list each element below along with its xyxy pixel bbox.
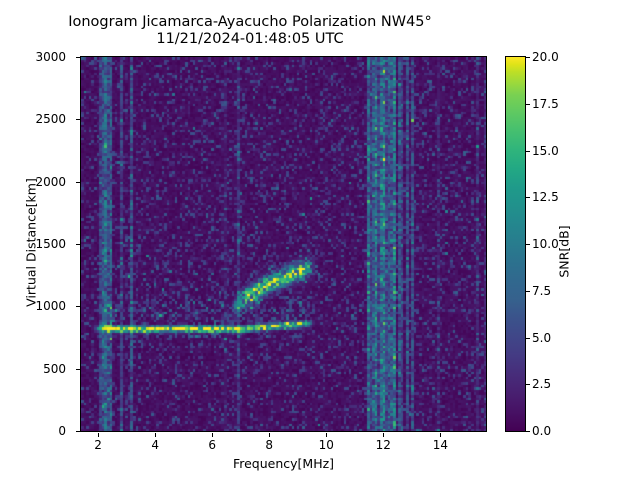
x-axis-label: Frequency[MHz] [232, 456, 335, 471]
x-tick [440, 433, 442, 437]
y-tick-label: 0 [58, 424, 66, 438]
colorbar-label: SNR[dB] [556, 225, 572, 278]
y-tick [76, 368, 80, 370]
x-tick-label: 8 [265, 438, 274, 452]
colorbar-tick-label: 15.0 [532, 143, 559, 158]
colorbar-tick-label: 0.0 [532, 424, 552, 438]
chart-title-block: Ionogram Jicamarca-Ayacucho Polarization… [0, 14, 500, 48]
y-tick [76, 57, 80, 58]
y-tick-label: 2000 [35, 174, 66, 189]
x-tick-label: 2 [94, 438, 102, 452]
chart-subtitle: 11/21/2024-01:48:05 UTC [156, 31, 344, 47]
colorbar-tick-label: 5.0 [532, 330, 552, 345]
x-tick [269, 433, 271, 437]
colorbar-tick [526, 103, 530, 105]
colorbar-tick-label: 10.0 [532, 237, 559, 251]
x-tick [383, 433, 385, 437]
x-tick-label: 6 [208, 438, 217, 452]
colorbar-tick-label: 7.5 [532, 283, 552, 298]
y-tick [76, 119, 80, 121]
colorbar-tick [526, 431, 530, 432]
colorbar-tick [526, 337, 530, 339]
page-title: Ionogram Jicamarca-Ayacucho Polarization… [68, 14, 432, 30]
y-tick-label: 500 [43, 361, 66, 376]
colorbar-tick-label: 2.5 [532, 377, 552, 392]
colorbar-tick [526, 57, 530, 58]
x-tick-label: 14 [432, 438, 448, 452]
y-tick-label: 3000 [35, 50, 66, 64]
plot-axes [80, 56, 487, 432]
colorbar-tick [526, 150, 530, 152]
colorbar-tick [526, 384, 530, 386]
x-tick-label: 12 [375, 438, 391, 452]
x-tick [98, 433, 100, 437]
y-tick-label: 1000 [35, 299, 66, 314]
y-tick-label: 2500 [35, 112, 66, 127]
colorbar-tick-label: 17.5 [532, 96, 559, 111]
x-tick [155, 433, 157, 437]
colorbar-tick [526, 197, 530, 199]
ionogram-heatmap [81, 57, 486, 431]
y-tick-label: 1500 [35, 237, 66, 251]
y-tick [76, 431, 80, 432]
x-tick-label: 10 [318, 438, 334, 452]
x-tick [212, 433, 214, 437]
colorbar-tick-label: 20.0 [532, 50, 559, 64]
x-tick [326, 433, 328, 437]
colorbar-tick [526, 290, 530, 292]
y-tick [76, 306, 80, 308]
y-tick [76, 244, 80, 245]
y-tick [76, 181, 80, 183]
colorbar-gradient [505, 56, 526, 432]
colorbar [505, 56, 526, 432]
x-tick-label: 4 [151, 438, 159, 452]
colorbar-tick-label: 12.5 [532, 190, 559, 205]
colorbar-tick [526, 244, 530, 245]
